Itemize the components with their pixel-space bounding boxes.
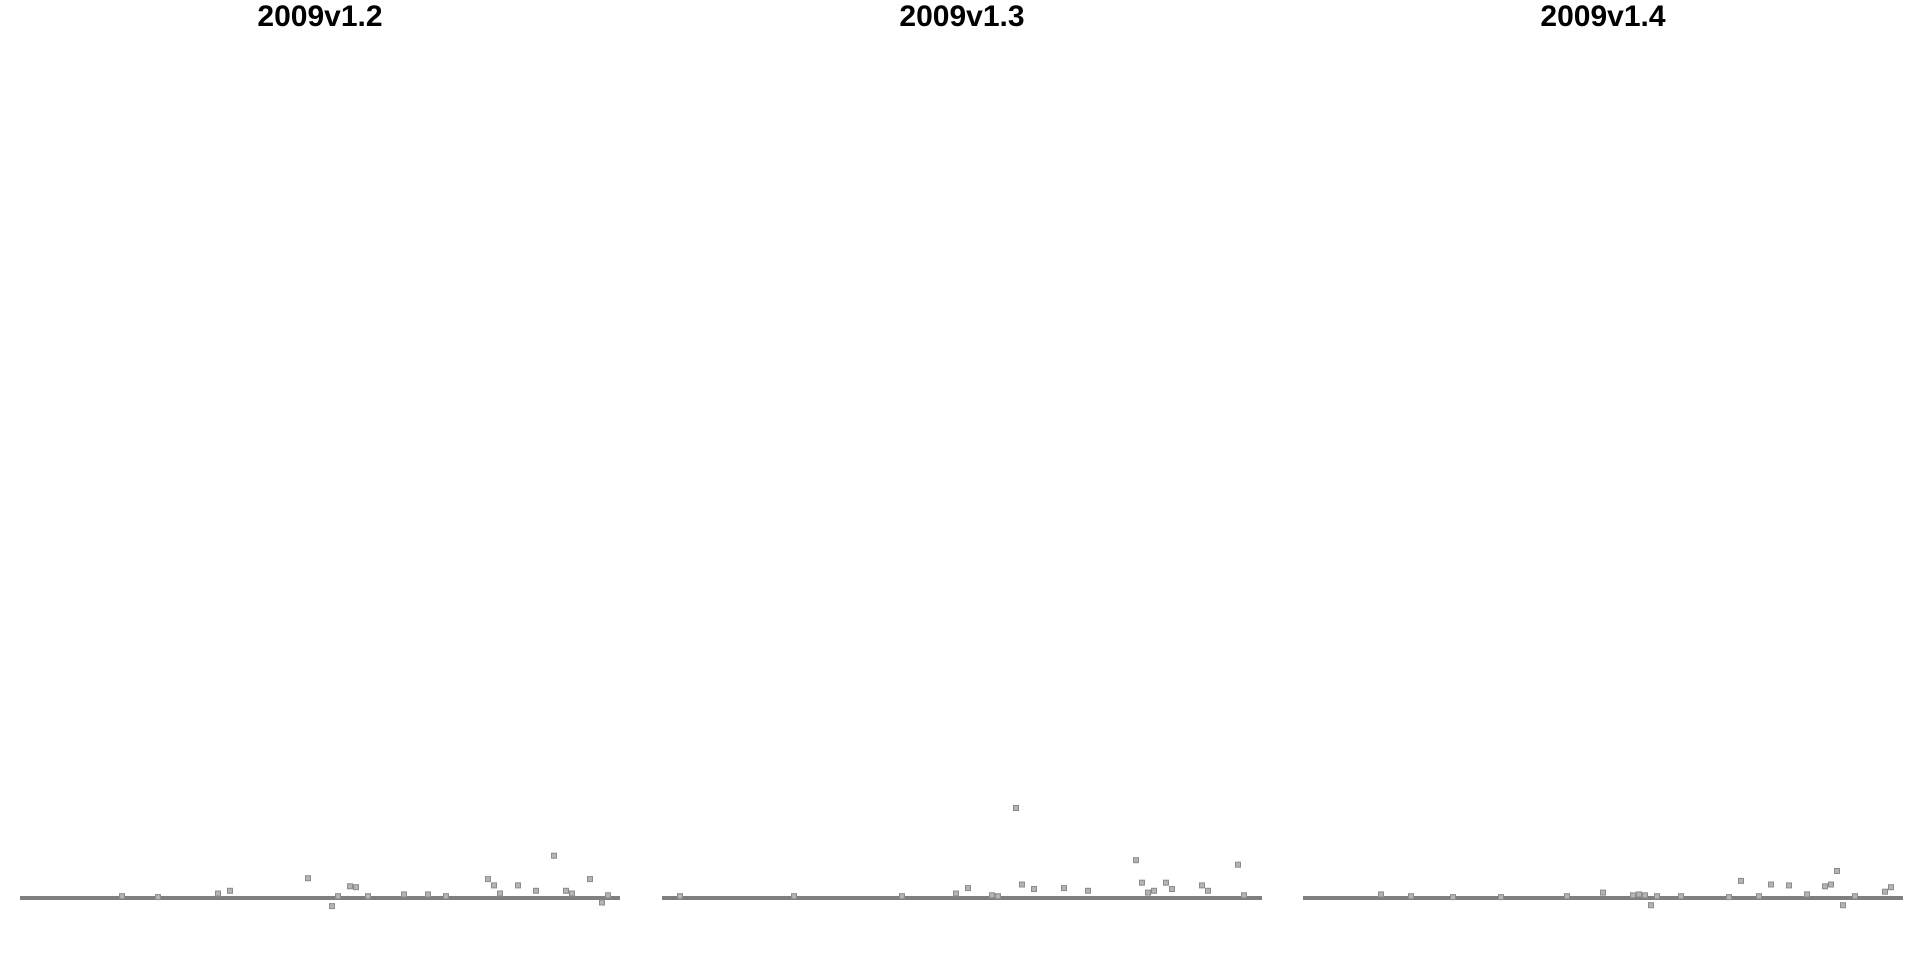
data-point: [1678, 893, 1684, 900]
data-point: [1834, 868, 1840, 874]
data-point: [599, 899, 605, 906]
data-point: [569, 890, 575, 897]
data-point: [1630, 892, 1636, 899]
data-point: [551, 852, 557, 859]
data-point: [1085, 887, 1091, 894]
data-point: [1636, 891, 1642, 898]
panel-2009v1-4: 2009v1.4: [1303, 0, 1903, 909]
data-point: [965, 885, 971, 892]
data-point: [329, 903, 335, 910]
data-point: [1756, 893, 1762, 900]
data-point: [1804, 891, 1810, 898]
data-point: [1822, 883, 1828, 890]
data-point: [1600, 889, 1606, 896]
data-point: [1019, 881, 1025, 888]
data-point: [335, 893, 341, 900]
data-point: [563, 887, 569, 894]
data-point: [1205, 887, 1211, 894]
data-point: [1882, 888, 1888, 895]
data-point: [353, 884, 359, 891]
data-point: [1139, 879, 1145, 886]
data-point: [227, 887, 233, 894]
data-point: [1241, 892, 1247, 899]
data-point: [1642, 892, 1648, 899]
data-point: [899, 893, 905, 900]
data-point: [1564, 893, 1570, 900]
panel-2009v1-2: 2009v1.2: [20, 0, 620, 910]
data-point: [995, 893, 1001, 900]
data-point: [1888, 884, 1894, 891]
data-point: [1840, 902, 1846, 909]
data-point: [1169, 886, 1175, 892]
data-point: [305, 875, 311, 882]
data-point: [485, 876, 491, 883]
data-point: [587, 876, 593, 883]
data-point: [1498, 894, 1504, 901]
data-point: [425, 891, 431, 898]
data-point: [953, 890, 959, 897]
data-point: [1654, 893, 1660, 900]
data-point: [1031, 886, 1037, 892]
data-point: [1145, 889, 1151, 896]
data-point: [533, 887, 539, 894]
panel-2009v1-3: 2009v1.3: [662, 0, 1262, 900]
data-point: [365, 893, 371, 900]
data-point: [1726, 894, 1732, 901]
data-point: [1408, 893, 1414, 900]
data-point: [443, 893, 449, 900]
data-point: [1133, 857, 1139, 864]
data-point: [491, 882, 497, 889]
data-point: [791, 893, 797, 900]
data-point: [401, 891, 407, 898]
panel-title: 2009v1.2: [257, 0, 382, 33]
data-point: [119, 893, 125, 900]
data-point: [1450, 894, 1456, 901]
data-point: [1738, 877, 1744, 884]
data-point: [347, 883, 353, 890]
data-point: [605, 892, 611, 899]
data-point: [1768, 881, 1774, 888]
data-point: [989, 892, 995, 899]
data-point: [497, 890, 503, 897]
data-point: [1852, 893, 1858, 900]
data-point: [1013, 805, 1019, 811]
data-point: [677, 893, 683, 900]
data-point: [515, 882, 521, 889]
data-point: [1235, 861, 1241, 868]
data-point: [1199, 882, 1205, 889]
panel-title: 2009v1.4: [1540, 0, 1665, 33]
data-point: [155, 894, 161, 901]
panel-title: 2009v1.3: [899, 0, 1024, 33]
data-point: [1163, 879, 1169, 886]
data-point: [1061, 885, 1067, 892]
data-point: [1378, 891, 1384, 898]
data-point: [1786, 882, 1792, 889]
data-point: [1151, 887, 1157, 894]
data-point: [1648, 902, 1654, 909]
data-point: [1828, 881, 1834, 888]
data-point: [215, 890, 221, 897]
